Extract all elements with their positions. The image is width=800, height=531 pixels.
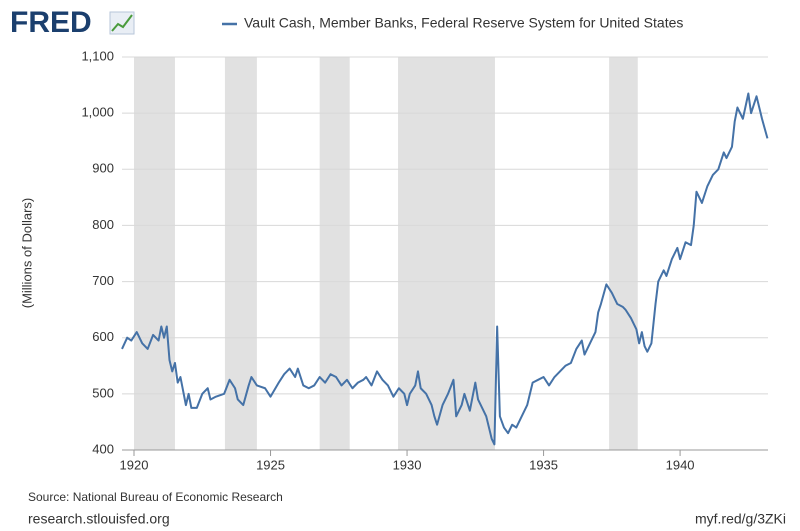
series-line	[121, 92, 769, 446]
y-tick-label: 400	[92, 441, 114, 456]
logo: FRED	[10, 6, 92, 39]
y-tick-label: 1,100	[81, 48, 114, 63]
y-tick-label: 900	[92, 161, 114, 176]
x-tick-label: 1940	[666, 457, 695, 472]
recession-band	[134, 57, 175, 450]
short-url: myf.red/g/3ZKi	[695, 511, 786, 527]
x-tick-label: 1935	[529, 457, 558, 472]
recession-band	[319, 57, 350, 450]
recession-band	[224, 57, 257, 450]
x-tick-label: 1920	[120, 457, 149, 472]
x-tick-label: 1925	[256, 457, 285, 472]
recession-band	[609, 57, 638, 450]
x-tick-label: 1930	[393, 457, 422, 472]
y-tick-label: 700	[92, 273, 114, 288]
y-tick-label: 1,000	[81, 105, 114, 120]
y-tick-label: 800	[92, 217, 114, 232]
y-tick-label: 500	[92, 385, 114, 400]
logo-icon	[109, 11, 135, 35]
y-axis-label: (Millions of Dollars)	[19, 198, 34, 309]
y-tick-label: 600	[92, 329, 114, 344]
recession-band	[398, 57, 495, 450]
source: Source: National Bureau of Economic Rese…	[28, 490, 283, 504]
legend-label: Vault Cash, Member Banks, Federal Reserv…	[244, 15, 683, 31]
site: research.stlouisfed.org	[28, 511, 170, 527]
